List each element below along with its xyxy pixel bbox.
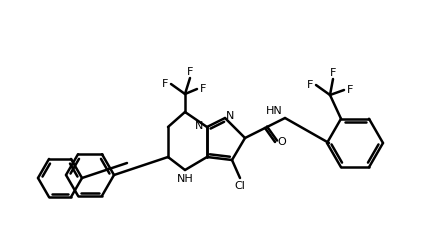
Text: Cl: Cl	[234, 181, 245, 191]
Text: N: N	[226, 111, 234, 121]
Text: F: F	[347, 85, 353, 95]
Text: N: N	[195, 121, 203, 131]
Text: HN: HN	[266, 106, 283, 116]
Text: F: F	[187, 67, 193, 77]
Text: NH: NH	[177, 174, 193, 184]
Text: F: F	[162, 79, 168, 89]
Text: F: F	[307, 80, 313, 90]
Text: F: F	[330, 68, 336, 78]
Text: O: O	[278, 137, 286, 147]
Text: F: F	[200, 84, 206, 94]
